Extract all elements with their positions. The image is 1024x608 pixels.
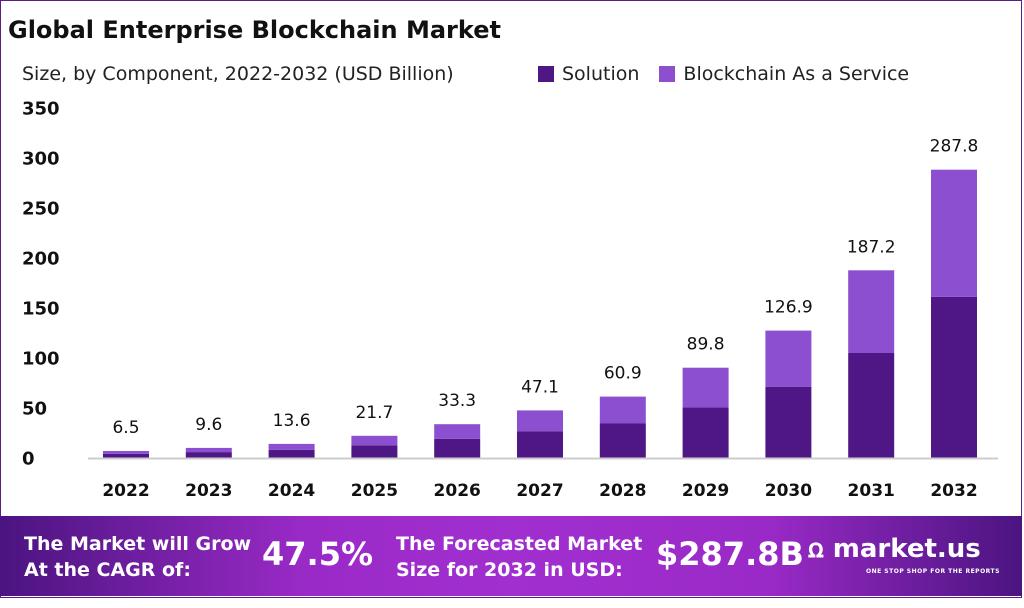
- bar-solution-2023: [185, 452, 232, 458]
- x-tick-label: 2030: [765, 481, 812, 501]
- chart-title: Global Enterprise Blockchain Market: [8, 16, 501, 44]
- legend-item-baas: Blockchain As a Service: [659, 63, 909, 85]
- forecast-label: The Forecasted Market Size for 2032 in US…: [396, 533, 643, 581]
- bar-baas-2031: [848, 270, 895, 353]
- market-us-logo: ꭥ market.us: [808, 534, 981, 564]
- x-tick-label: 2027: [516, 481, 563, 501]
- data-label: 126.9: [764, 298, 813, 318]
- legend-swatch-solution: [538, 66, 554, 82]
- data-label: 33.3: [438, 391, 476, 411]
- y-tick-label: 250: [22, 199, 60, 220]
- bar-solution-2029: [682, 407, 729, 458]
- bar-solution-2032: [931, 296, 977, 458]
- bar-solution-2025: [351, 445, 398, 458]
- data-label: 6.5: [112, 418, 139, 438]
- cagr-value: 47.5%: [262, 535, 374, 573]
- y-tick-label: 200: [22, 249, 60, 270]
- legend-label: Solution: [562, 63, 640, 85]
- x-tick-label: 2031: [848, 481, 895, 501]
- x-tick-label: 2024: [268, 481, 315, 501]
- bar-baas-2023: [185, 447, 232, 453]
- bar-solution-2027: [517, 431, 563, 458]
- y-tick-label: 150: [22, 299, 60, 320]
- y-tick-label: 0: [22, 449, 35, 470]
- data-label: 47.1: [521, 377, 559, 397]
- bar-baas-2030: [765, 330, 812, 387]
- bar-baas-2027: [517, 410, 563, 432]
- bar-baas-2032: [931, 169, 977, 297]
- bar-solution-2030: [765, 386, 812, 458]
- bar-baas-2029: [682, 367, 729, 408]
- data-label: 21.7: [355, 403, 393, 423]
- legend-swatch-baas: [659, 66, 676, 82]
- data-label: 287.8: [930, 137, 979, 157]
- x-tick-label: 2026: [434, 481, 481, 501]
- data-label: 187.2: [847, 237, 896, 257]
- x-tick-label: 2032: [930, 481, 977, 501]
- bar-solution-2028: [599, 423, 646, 458]
- bar-solution-2024: [268, 449, 315, 458]
- logo-tagline: ONE STOP SHOP FOR THE REPORTS: [866, 568, 1000, 575]
- bar-baas-2026: [434, 424, 481, 439]
- bar-baas-2024: [268, 443, 315, 450]
- chart-subtitle: Size, by Component, 2022-2032 (USD Billi…: [22, 63, 454, 85]
- y-tick-label: 300: [22, 149, 60, 170]
- bar-chart: 0 50 100 150 200 250 300 350 6.5 2022 9.6 2023 13.6 2…: [22, 99, 998, 501]
- y-tick-label: 100: [22, 349, 60, 370]
- legend-label: Blockchain As a Service: [683, 63, 910, 85]
- x-tick-label: 2029: [682, 481, 729, 501]
- data-label: 13.6: [273, 411, 311, 431]
- bar-baas-2028: [599, 396, 646, 424]
- data-label: 9.6: [195, 415, 222, 435]
- bar-solution-2026: [434, 438, 481, 458]
- bar-solution-2031: [848, 353, 895, 458]
- legend: Solution Blockchain As a Service: [538, 63, 909, 85]
- summary-banner: The Market will Grow At the CAGR of: 47.5…: [0, 516, 1022, 596]
- forecast-value: $287.8B: [656, 535, 804, 573]
- bar-baas-2022: [103, 451, 149, 454]
- y-tick-label: 50: [22, 399, 47, 420]
- bar-baas-2025: [351, 435, 398, 446]
- bar-solution-2022: [103, 453, 149, 458]
- x-tick-label: 2025: [351, 481, 398, 501]
- data-label: 60.9: [604, 364, 642, 384]
- y-tick-label: 350: [22, 99, 60, 120]
- cagr-label: The Market will Grow At the CAGR of:: [24, 533, 252, 581]
- x-tick-label: 2023: [185, 481, 232, 501]
- x-tick-label: 2028: [599, 481, 646, 501]
- x-tick-label: 2022: [102, 481, 149, 501]
- data-label: 89.8: [687, 335, 725, 355]
- legend-item-solution: Solution: [538, 63, 639, 85]
